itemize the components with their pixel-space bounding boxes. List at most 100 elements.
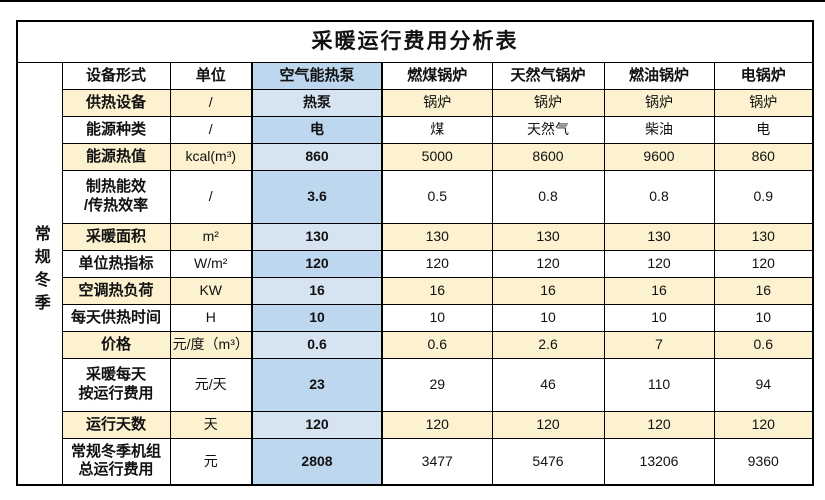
value-cell-oil: 9600 <box>603 143 715 171</box>
row-label: 运行天数 <box>61 411 171 439</box>
value-cell-oil: 柴油 <box>603 116 715 144</box>
value-cell-electric: 电 <box>713 116 814 144</box>
heating-cost-table: 采暖运行费用分析表 常规冬季 设备形式 单位 空气能热泵 燃煤锅炉 天然气锅炉 … <box>16 20 814 486</box>
unit-cell: H <box>169 304 253 332</box>
value-cell-heat-pump: 120 <box>251 250 383 278</box>
value-cell-gas: 120 <box>491 411 605 439</box>
value-cell-oil: 7 <box>603 331 715 359</box>
col-header-device-type: 设备形式 <box>61 62 171 90</box>
value-cell-coal: 锅炉 <box>381 89 493 117</box>
value-cell-coal: 29 <box>381 358 493 412</box>
value-cell-coal: 0.5 <box>381 170 493 224</box>
unit-cell: W/m² <box>169 250 253 278</box>
value-cell-oil: 锅炉 <box>603 89 715 117</box>
value-cell-electric: 9360 <box>713 438 814 485</box>
value-cell-heat-pump: 130 <box>251 223 383 251</box>
value-cell-oil: 0.8 <box>603 170 715 224</box>
row-heating-device: 供热设备 / 热泵 锅炉 锅炉 锅炉 锅炉 <box>17 89 814 117</box>
value-cell-electric: 130 <box>713 223 814 251</box>
row-label: 单位热指标 <box>61 250 171 278</box>
row-label: 每天供热时间 <box>61 304 171 332</box>
value-cell-electric: 120 <box>713 411 814 439</box>
value-cell-gas: 8600 <box>491 143 605 171</box>
row-heating-area: 采暖面积 m² 130 130 130 130 130 <box>17 223 814 251</box>
value-cell-gas: 46 <box>491 358 605 412</box>
value-cell-heat-pump: 2808 <box>251 438 383 485</box>
value-cell-electric: 10 <box>713 304 814 332</box>
row-operating-days: 运行天数 天 120 120 120 120 120 <box>17 411 814 439</box>
value-cell-heat-pump: 电 <box>251 116 383 144</box>
row-daily-heating-hours: 每天供热时间 H 10 10 10 10 10 <box>17 304 814 332</box>
row-total-operating-cost: 常规冬季机组 总运行费用 元 2808 3477 5476 13206 9360 <box>17 438 814 485</box>
row-label: 能源热值 <box>61 143 171 171</box>
value-cell-oil: 120 <box>603 250 715 278</box>
value-cell-electric: 16 <box>713 277 814 305</box>
value-cell-electric: 锅炉 <box>713 89 814 117</box>
row-energy-calorific-value: 能源热值 kcal(m³) 860 5000 8600 9600 860 <box>17 143 814 171</box>
header-row: 常规冬季 设备形式 单位 空气能热泵 燃煤锅炉 天然气锅炉 燃油锅炉 电锅炉 <box>16 62 814 485</box>
unit-cell: kcal(m³) <box>169 143 253 171</box>
value-cell-gas: 10 <box>491 304 605 332</box>
row-label: 空调热负荷 <box>61 277 171 305</box>
title-row: 采暖运行费用分析表 <box>16 20 814 63</box>
value-cell-electric: 0.9 <box>713 170 814 224</box>
unit-cell: / <box>169 170 253 224</box>
row-energy-type: 能源种类 / 电 煤 天然气 柴油 电 <box>17 116 814 144</box>
value-cell-coal: 5000 <box>381 143 493 171</box>
row-unit-heat-index: 单位热指标 W/m² 120 120 120 120 120 <box>17 250 814 278</box>
row-label: 常规冬季机组 总运行费用 <box>61 438 171 485</box>
value-cell-oil: 13206 <box>603 438 715 485</box>
value-cell-gas: 2.6 <box>491 331 605 359</box>
value-cell-electric: 0.6 <box>713 331 814 359</box>
value-cell-heat-pump: 23 <box>251 358 383 412</box>
value-cell-coal: 煤 <box>381 116 493 144</box>
row-label: 供热设备 <box>61 89 171 117</box>
unit-cell: / <box>169 89 253 117</box>
row-daily-operating-cost: 采暖每天 按运行费用 元/天 23 29 46 110 94 <box>17 358 814 412</box>
value-cell-electric: 120 <box>713 250 814 278</box>
value-cell-gas: 天然气 <box>491 116 605 144</box>
unit-cell: m² <box>169 223 253 251</box>
row-cop-efficiency: 制热能效 /传热效率 / 3.6 0.5 0.8 0.8 0.9 <box>17 170 814 224</box>
row-label: 价格 <box>61 331 171 359</box>
col-header-unit: 单位 <box>169 62 253 90</box>
value-cell-coal: 10 <box>381 304 493 332</box>
unit-cell: 天 <box>169 411 253 439</box>
col-header-oil-boiler: 燃油锅炉 <box>603 62 715 90</box>
unit-cell: KW <box>169 277 253 305</box>
col-header-gas-boiler: 天然气锅炉 <box>491 62 605 90</box>
value-cell-coal: 3477 <box>381 438 493 485</box>
value-cell-heat-pump: 10 <box>251 304 383 332</box>
value-cell-gas: 130 <box>491 223 605 251</box>
unit-cell: 元 <box>169 438 253 485</box>
row-heat-load: 空调热负荷 KW 16 16 16 16 16 <box>17 277 814 305</box>
unit-cell: / <box>169 116 253 144</box>
season-side-label-text: 常规冬季 <box>31 225 49 317</box>
value-cell-heat-pump: 16 <box>251 277 383 305</box>
value-cell-gas: 16 <box>491 277 605 305</box>
col-header-electric-boiler: 电锅炉 <box>713 62 814 90</box>
value-cell-oil: 10 <box>603 304 715 332</box>
value-cell-gas: 0.8 <box>491 170 605 224</box>
value-cell-coal: 0.6 <box>381 331 493 359</box>
value-cell-coal: 120 <box>381 250 493 278</box>
value-cell-heat-pump: 860 <box>251 143 383 171</box>
value-cell-coal: 120 <box>381 411 493 439</box>
value-cell-oil: 16 <box>603 277 715 305</box>
col-header-coal-boiler: 燃煤锅炉 <box>381 62 493 90</box>
value-cell-electric: 860 <box>713 143 814 171</box>
row-price: 价格 元/度（m³） 0.6 0.6 2.6 7 0.6 <box>17 331 814 359</box>
value-cell-heat-pump: 热泵 <box>251 89 383 117</box>
row-label: 能源种类 <box>61 116 171 144</box>
value-cell-coal: 130 <box>381 223 493 251</box>
season-side-label: 常规冬季 <box>16 62 63 485</box>
row-label: 制热能效 /传热效率 <box>61 170 171 224</box>
top-edge-line <box>0 0 825 2</box>
value-cell-gas: 锅炉 <box>491 89 605 117</box>
value-cell-gas: 5476 <box>491 438 605 485</box>
value-cell-coal: 16 <box>381 277 493 305</box>
row-label: 采暖面积 <box>61 223 171 251</box>
value-cell-electric: 94 <box>713 358 814 412</box>
col-header-air-source-heat-pump: 空气能热泵 <box>251 62 383 90</box>
value-cell-gas: 120 <box>491 250 605 278</box>
